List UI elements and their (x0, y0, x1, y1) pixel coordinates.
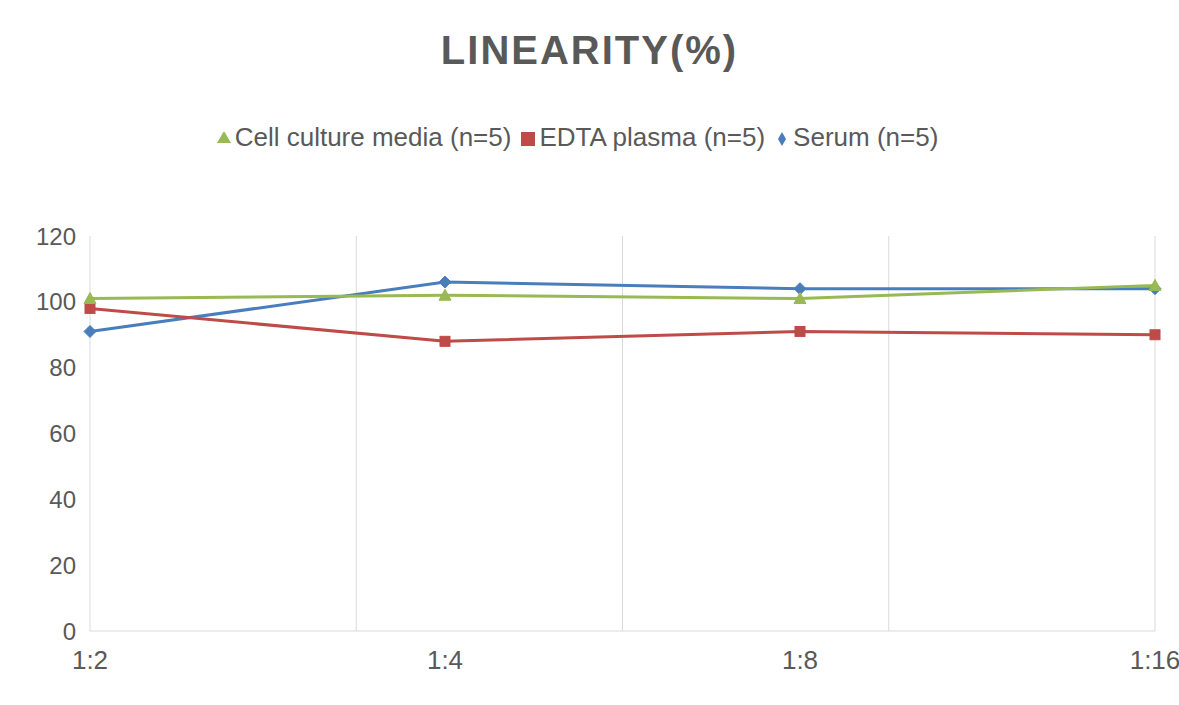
html-text:Serum (n=5): Serum (n=5) (793, 122, 939, 152)
html-text:Cell culture media (n=5): Cell culture media (n=5) (234, 122, 512, 152)
svg-text:60: 60 (49, 420, 76, 447)
svg-text:120: 120 (36, 223, 76, 250)
svg-text:20: 20 (49, 552, 76, 579)
html-text:LINEARITY(%): LINEARITY(%) (440, 28, 739, 72)
svg-text:40: 40 (49, 486, 76, 513)
svg-text:0: 0 (63, 618, 76, 645)
svg-text:1:16: 1:16 (1130, 645, 1171, 675)
svg-text:1:2: 1:2 (72, 645, 108, 675)
svg-text:1:8: 1:8 (782, 645, 818, 675)
svg-text:1:4: 1:4 (427, 645, 463, 675)
svg-text:80: 80 (49, 354, 76, 381)
svg-text:100: 100 (36, 288, 76, 315)
html-text:EDTA plasma (n=5): EDTA plasma (n=5) (539, 122, 766, 152)
